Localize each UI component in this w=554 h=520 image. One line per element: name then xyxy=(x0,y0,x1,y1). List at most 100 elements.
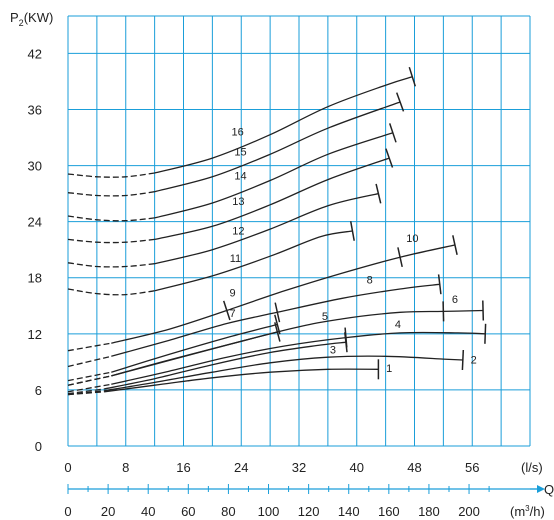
curve-dashed-segment xyxy=(67,383,112,393)
curve-label-4: 4 xyxy=(395,319,401,331)
x2-tick-label: 200 xyxy=(458,504,480,519)
curve-solid-segment xyxy=(111,309,484,377)
power-curve-14 xyxy=(67,123,397,222)
x-tick-label: 24 xyxy=(234,460,248,475)
curve-dashed-segment xyxy=(67,215,155,222)
curve-dashed-segment xyxy=(67,390,105,396)
operating-limit-tick xyxy=(274,302,281,323)
x-tick-label: 8 xyxy=(122,460,129,475)
curve-solid-segment xyxy=(111,309,227,344)
curve-solid-segment xyxy=(111,323,278,373)
x2-unit-sup: 3 xyxy=(525,504,530,513)
power-curve-16 xyxy=(67,66,417,178)
power-curve-7 xyxy=(67,314,281,382)
operating-limit-tick xyxy=(408,66,417,87)
operating-limit-tick xyxy=(349,221,355,241)
curve-label-11: 11 xyxy=(230,253,241,265)
y-axis-subscript: 2 xyxy=(19,18,24,28)
curve-dashed-segment xyxy=(67,371,112,382)
curve-label-7: 7 xyxy=(230,308,236,320)
operating-limit-tick xyxy=(452,235,458,255)
x2-tick-label: 0 xyxy=(64,504,71,519)
x-tick-label: 16 xyxy=(176,460,190,475)
curve-solid-segment xyxy=(103,355,463,392)
curve-solid-segment xyxy=(154,101,401,193)
curve-label-2: 2 xyxy=(471,355,477,367)
secondary-x-axis: 0 20 40 60 80 100 120 140 160 180 200 xyxy=(64,484,545,519)
operating-limit-tick xyxy=(397,247,403,268)
x2-tick-label: 40 xyxy=(141,504,155,519)
operating-limit-tick xyxy=(437,274,442,295)
curve-dashed-segment xyxy=(67,342,112,352)
y-axis-title: P2(KW) xyxy=(10,10,53,28)
x2-unit-base: (m xyxy=(510,504,525,519)
operating-limit-tick xyxy=(344,327,348,348)
power-curve-11 xyxy=(67,221,355,296)
y-tick-label: 6 xyxy=(35,383,42,398)
curve-label-9: 9 xyxy=(230,287,236,299)
power-curve-12 xyxy=(67,183,382,268)
power-curve-6 xyxy=(67,300,485,386)
operating-limit-tick xyxy=(461,349,465,371)
curve-solid-segment xyxy=(154,157,390,241)
power-curve-4 xyxy=(67,323,487,393)
power-curve-2 xyxy=(67,349,465,396)
curve-dashed-segment xyxy=(67,355,112,368)
y-tick-label: 30 xyxy=(28,159,42,174)
x2-tick-label: 80 xyxy=(221,504,235,519)
x2-tick-label: 160 xyxy=(378,504,400,519)
y-tick-label: 12 xyxy=(28,327,42,342)
curve-label-16: 16 xyxy=(232,127,244,139)
x-tick-labels: 0 8 16 24 32 40 48 56 xyxy=(64,460,479,475)
x2-tick-label: 120 xyxy=(298,504,320,519)
curve-label-14: 14 xyxy=(234,171,246,183)
x-axis-title: Q xyxy=(544,482,554,497)
x-tick-label: 0 xyxy=(64,460,71,475)
curve-label-8: 8 xyxy=(367,274,373,286)
operating-limit-tick xyxy=(482,300,485,321)
x2-axis-unit: (m3/h) xyxy=(510,504,545,519)
y-axis-unit: (KW) xyxy=(24,10,54,25)
x-tick-label: 40 xyxy=(350,460,364,475)
y-tick-label: 42 xyxy=(28,46,42,61)
x2-tick-label: 60 xyxy=(181,504,195,519)
curve-solid-segment xyxy=(154,192,379,265)
operating-limit-tick xyxy=(385,148,394,168)
power-curves xyxy=(67,66,487,396)
curve-label-1: 1 xyxy=(386,363,392,375)
curve-label-5: 5 xyxy=(322,311,328,323)
x2-unit-tail: /h) xyxy=(530,504,545,519)
operating-limit-tick xyxy=(442,301,445,322)
curve-dashed-segment xyxy=(67,238,155,244)
x2-tick-label: 180 xyxy=(418,504,440,519)
y-tick-label: 36 xyxy=(28,102,42,117)
y-tick-labels: 0 6 12 18 24 30 36 42 xyxy=(28,46,42,454)
y-tick-label: 0 xyxy=(35,439,42,454)
curve-dashed-segment xyxy=(67,288,155,296)
curve-solid-segment xyxy=(154,132,394,219)
curve-solid-segment xyxy=(154,76,413,174)
x2-tick-label: 100 xyxy=(258,504,280,519)
x2-tick-label: 20 xyxy=(101,504,115,519)
curve-label-15: 15 xyxy=(234,146,246,158)
power-curve-15 xyxy=(67,92,405,197)
curve-dashed-segment xyxy=(67,262,155,268)
x2-tick-label: 140 xyxy=(338,504,360,519)
curve-label-12: 12 xyxy=(232,226,244,238)
curve-dashed-segment xyxy=(67,375,112,386)
power-curve-13 xyxy=(67,148,394,244)
y-tick-label: 24 xyxy=(28,215,42,230)
power-curve-10 xyxy=(226,235,458,312)
curve-label-3: 3 xyxy=(330,344,336,356)
x-tick-label: 32 xyxy=(292,460,306,475)
curve-solid-segment xyxy=(111,331,486,385)
operating-limit-tick xyxy=(395,92,405,112)
curve-dashed-segment xyxy=(67,191,155,197)
operating-limit-tick xyxy=(375,183,382,204)
curve-label-13: 13 xyxy=(232,196,244,208)
y-tick-label: 18 xyxy=(28,271,42,286)
power-curve-8 xyxy=(67,274,442,368)
operating-limit-tick xyxy=(388,123,397,143)
curve-dashed-segment xyxy=(67,388,105,395)
